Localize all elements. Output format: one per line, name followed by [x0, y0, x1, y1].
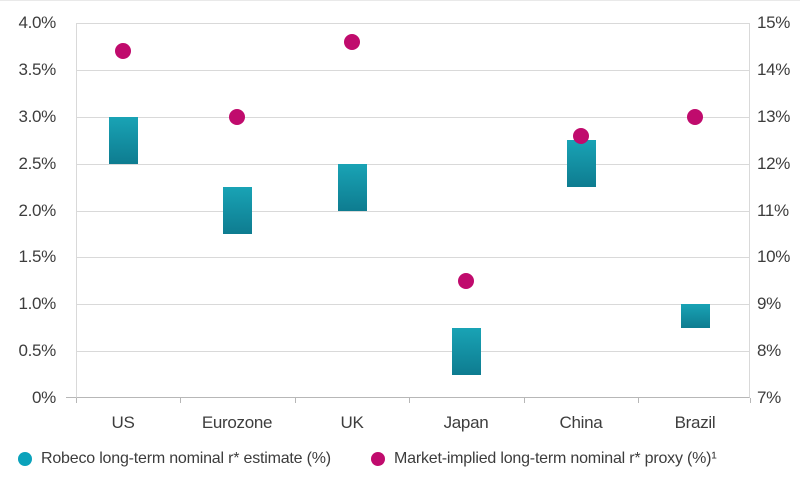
left-axis-label-2-0-: 2.0%: [18, 200, 56, 220]
left-axis-label-0-5-: 0.5%: [18, 341, 56, 361]
range-bar-uk: [338, 163, 367, 211]
range-bar-eurozone: [223, 187, 252, 234]
range-bar-us: [109, 116, 138, 164]
x-axis-label-uk: UK: [340, 413, 364, 432]
gridline-2: [77, 210, 749, 212]
plot-area: [76, 23, 750, 398]
left-axis-label-1-0-: 1.0%: [18, 294, 56, 314]
x-axis-left-overhang: [66, 397, 76, 398]
legend-item-market-proxy: Market-implied long-term nominal r* prox…: [371, 448, 717, 470]
range-bar-china: [567, 140, 596, 188]
x-axis-tick-3: [409, 398, 410, 403]
x-axis-tick-0: [76, 398, 77, 403]
gridline-1.5: [77, 257, 749, 259]
proxy-dot-us: [115, 43, 131, 60]
right-axis-label-8-: 8%: [757, 341, 781, 361]
legend-label-robeco-estimate: Robeco long-term nominal r* estimate (%): [41, 450, 331, 467]
x-axis-tick-6: [750, 398, 751, 403]
right-axis-label-11-: 11%: [757, 200, 789, 220]
legend: Robeco long-term nominal r* estimate (%)…: [0, 448, 800, 472]
left-axis-label-3-5-: 3.5%: [18, 59, 56, 79]
proxy-dot-brazil: [687, 108, 703, 125]
left-axis-label-1-5-: 1.5%: [18, 247, 56, 267]
gridline-0.5: [77, 351, 749, 353]
x-axis-tick-5: [638, 398, 639, 403]
x-axis-tick-4: [524, 398, 525, 403]
right-axis-label-10-: 10%: [757, 247, 791, 267]
gridline-2.5: [77, 163, 749, 165]
x-axis-label-china: China: [559, 413, 603, 432]
top-divider: [0, 0, 800, 1]
proxy-dot-china: [573, 127, 589, 144]
legend-marker-market-proxy-icon: [371, 452, 385, 466]
legend-marker-robeco-estimate-icon: [18, 452, 32, 466]
range-bar-brazil: [681, 304, 710, 328]
right-axis-label-14-: 14%: [757, 59, 791, 79]
range-bar-japan: [452, 327, 481, 375]
x-axis-label-brazil: Brazil: [674, 413, 716, 432]
x-axis-tick-1: [180, 398, 181, 403]
gridline-3.5: [77, 69, 749, 71]
left-axis-label-4-0-: 4.0%: [18, 13, 56, 32]
x-axis-label-japan: Japan: [443, 413, 489, 432]
right-axis-label-7-: 7%: [757, 388, 781, 407]
proxy-dot-eurozone: [229, 108, 245, 125]
x-axis-tick-2: [295, 398, 296, 403]
proxy-dot-japan: [458, 272, 474, 289]
right-axis-label-9-: 9%: [757, 294, 781, 314]
proxy-dot-uk: [344, 33, 360, 50]
left-axis-label-2-5-: 2.5%: [18, 153, 56, 173]
legend-label-market-proxy: Market-implied long-term nominal r* prox…: [394, 450, 717, 467]
x-axis-label-us: US: [111, 413, 135, 432]
gridline-3: [77, 116, 749, 118]
right-axis-label-15-: 15%: [757, 13, 791, 32]
left-axis-label-0-: 0%: [32, 388, 56, 407]
right-axis-label-12-: 12%: [757, 153, 791, 173]
legend-item-robeco-estimate: Robeco long-term nominal r* estimate (%): [18, 448, 331, 470]
left-axis-label-3-0-: 3.0%: [18, 106, 56, 126]
gridline-1: [77, 304, 749, 306]
right-axis-label-13-: 13%: [757, 106, 791, 126]
x-axis-label-eurozone: Eurozone: [201, 413, 273, 432]
